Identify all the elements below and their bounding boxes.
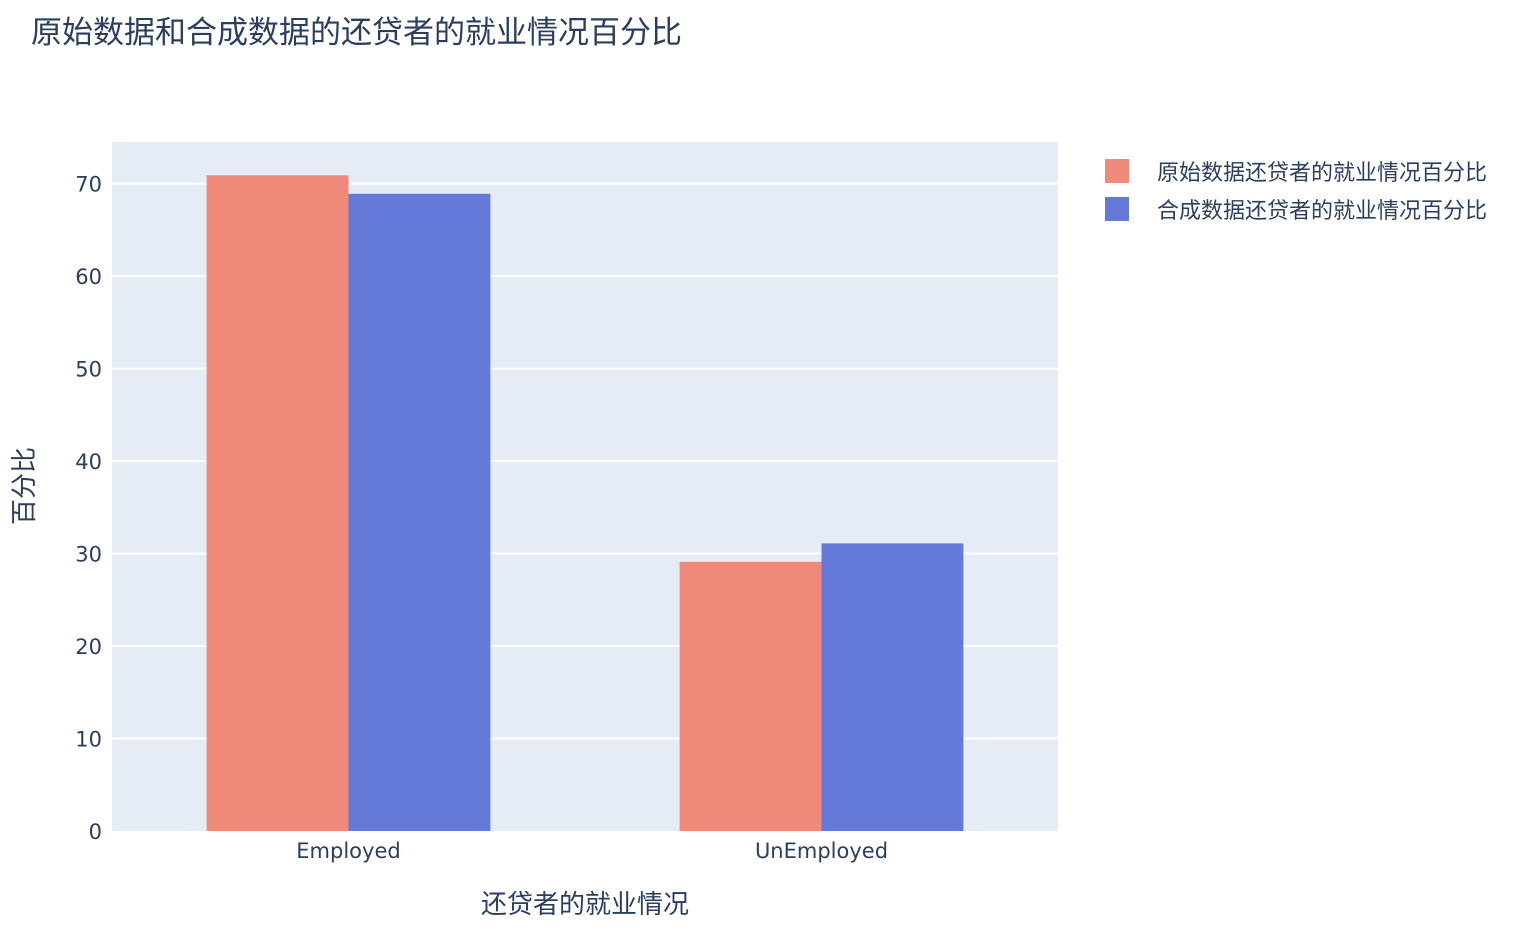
y-tick-label: 40 bbox=[75, 450, 102, 474]
y-tick-label: 30 bbox=[75, 543, 102, 567]
bar-original-employed[interactable] bbox=[206, 175, 349, 832]
legend-item[interactable]: 原始数据还贷者的就业情况百分比 bbox=[1105, 159, 1487, 186]
y-tick-label: 10 bbox=[75, 728, 102, 752]
y-tick-label: 60 bbox=[75, 265, 102, 289]
x-tick-labels: Employed UnEmployed bbox=[296, 839, 888, 863]
y-axis-label: 百分比 bbox=[10, 447, 40, 525]
y-tick-label: 50 bbox=[75, 358, 102, 382]
x-tick-label: Employed bbox=[296, 839, 400, 863]
legend-label: 合成数据还贷者的就业情况百分比 bbox=[1157, 199, 1487, 224]
legend-swatch bbox=[1105, 159, 1129, 183]
x-axis-label: 还贷者的就业情况 bbox=[481, 890, 689, 920]
chart-title: 原始数据和合成数据的还贷者的就业情况百分比 bbox=[31, 15, 682, 51]
bar-synthetic-unemployed[interactable] bbox=[821, 543, 964, 831]
legend-swatch bbox=[1105, 197, 1129, 221]
y-tick-label: 0 bbox=[89, 820, 102, 844]
y-tick-labels: 0 10 20 30 40 50 60 70 bbox=[75, 173, 102, 844]
bars bbox=[206, 175, 964, 832]
bar-synthetic-employed[interactable] bbox=[348, 193, 491, 832]
y-tick-label: 20 bbox=[75, 635, 102, 659]
bar-original-unemployed[interactable] bbox=[679, 561, 822, 831]
legend-item[interactable]: 合成数据还贷者的就业情况百分比 bbox=[1105, 197, 1487, 224]
x-tick-label: UnEmployed bbox=[755, 839, 888, 863]
y-tick-label: 70 bbox=[75, 173, 102, 197]
legend-label: 原始数据还贷者的就业情况百分比 bbox=[1157, 161, 1487, 186]
